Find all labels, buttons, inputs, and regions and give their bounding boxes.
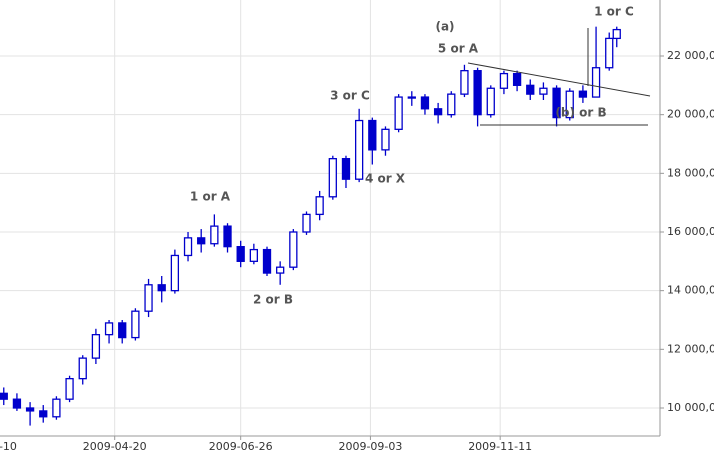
candle-body [39, 410, 48, 418]
candle-body [276, 266, 285, 274]
candle-body [52, 398, 61, 418]
candle-body [539, 87, 548, 95]
candle-body [591, 67, 601, 98]
candle-body [236, 246, 245, 262]
wave-label: 4 or X [365, 172, 406, 186]
candle-body [25, 407, 35, 412]
candle-body [354, 119, 364, 180]
candle-body [420, 96, 430, 110]
candle-body [368, 119, 377, 151]
y-tick-label: 18 000,00 [667, 166, 714, 179]
candle-body [447, 93, 456, 116]
candle-body [315, 196, 324, 216]
x-tick-label: 2009-02-10 [0, 440, 17, 453]
x-tick-label: 2009-04-20 [83, 440, 147, 453]
wave-label: 1 or A [190, 190, 231, 204]
candle-body [394, 96, 403, 130]
x-tick-label: 2009-06-26 [209, 440, 273, 453]
candle-body [499, 72, 509, 89]
grid [0, 0, 660, 436]
candle-body [578, 90, 588, 98]
wave-label: 5 or A [438, 42, 479, 56]
trendlines [467, 28, 651, 126]
y-tick-label: 10 000,00 [667, 401, 714, 414]
candle-body [12, 398, 22, 409]
candle-body [565, 90, 574, 119]
triangle-upper-line [467, 62, 651, 97]
candle-body [262, 248, 272, 274]
candle-body [341, 158, 351, 180]
candle-body [144, 284, 153, 312]
wave-label: 3 or C [330, 89, 370, 103]
candle-body [612, 28, 621, 40]
candle-body [91, 334, 101, 359]
x-tick-label: 2009-11-11 [468, 440, 532, 453]
candle-body [302, 213, 311, 233]
candle-body [223, 225, 232, 248]
y-tick-label: 14 000,00 [667, 284, 714, 297]
candle-body [118, 322, 127, 339]
candle-body [210, 225, 219, 245]
y-tick-label: 20 000,00 [667, 108, 714, 121]
candle-body [407, 96, 416, 99]
candles [0, 26, 621, 426]
candle-body [157, 284, 166, 292]
y-tick-label: 16 000,00 [667, 225, 714, 238]
candle-body [460, 70, 469, 95]
candle-body [486, 87, 495, 116]
candle-body [526, 84, 535, 95]
candle-body [605, 37, 614, 69]
candle-body [65, 378, 74, 400]
candle-body [197, 237, 206, 245]
candle-body [249, 248, 258, 262]
wave-label: 1 or C [594, 5, 634, 19]
candle-body [433, 108, 443, 116]
candle-body [381, 128, 390, 151]
candle-body [170, 254, 180, 292]
candle-body [0, 392, 8, 400]
candle-body [104, 322, 114, 336]
y-tick-label: 12 000,00 [667, 342, 714, 355]
wave-label: (b) or B [555, 106, 606, 120]
candle-body [473, 70, 482, 116]
y-tick-label: 22 000,00 [667, 49, 714, 62]
candle-body [131, 310, 140, 339]
wave-label: 2 or B [253, 293, 293, 307]
candle-body [289, 231, 298, 268]
wave-label: (a) [435, 20, 454, 34]
candle-body [328, 158, 337, 198]
candle-body [78, 357, 87, 380]
x-tick-label: 2009-09-03 [338, 440, 402, 453]
candle-body [183, 237, 193, 257]
labels: 10 000,00 12 000,00 14 000,00 16 000,00 18 0… [0, 5, 714, 454]
candle-body [512, 72, 522, 86]
candle-body [552, 87, 561, 119]
